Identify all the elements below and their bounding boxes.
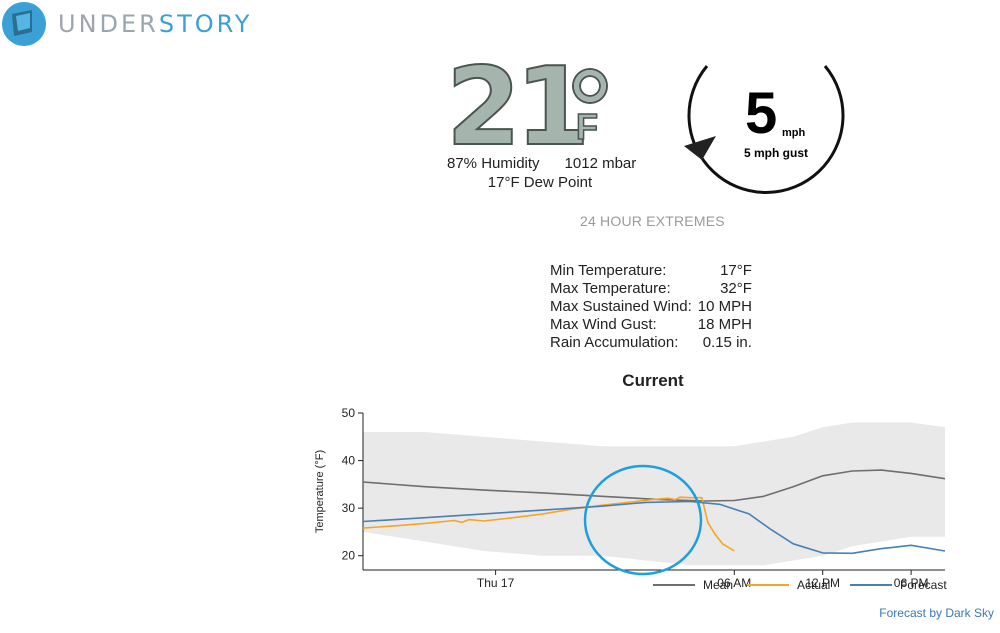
current-conditions: 21 F 87% Humidity 1012 mbar 17°F Dew Poin… bbox=[440, 53, 660, 195]
extremes-table: Min Temperature: 17°F Max Temperature: 3… bbox=[550, 262, 752, 352]
understory-logo[interactable]: UNDERSTORY bbox=[2, 2, 252, 46]
series-line-mean bbox=[362, 469, 946, 502]
x-tick-label: 06 PM bbox=[894, 576, 929, 590]
wind-direction-dial bbox=[684, 65, 845, 194]
extremes-row: Max Sustained Wind: 10 MPH bbox=[550, 298, 752, 316]
wind-direction-arrow-icon bbox=[684, 136, 716, 160]
extremes-row: Rain Accumulation: 0.15 in. bbox=[550, 334, 752, 352]
brand-part-under: UNDER bbox=[58, 10, 159, 38]
extremes-title: 24 HOUR EXTREMES bbox=[580, 213, 725, 229]
extremes-label: Max Temperature: bbox=[550, 280, 671, 297]
extremes-row: Max Wind Gust: 18 MPH bbox=[550, 316, 752, 334]
y-tick-label: 30 bbox=[342, 501, 356, 515]
pressure-value: 1012 mbar bbox=[564, 155, 637, 172]
dew-point-value: 17°F Dew Point bbox=[487, 174, 593, 191]
legend-label-actual: Actual bbox=[797, 578, 830, 592]
temperature-chart: 20 30 40 50 Thu 17 06 AM 12 PM 06 PM Temperature… bbox=[314, 406, 947, 592]
wind-gust-value: 5 mph gust bbox=[744, 146, 809, 160]
extremes-value: 18 MPH bbox=[697, 316, 752, 333]
extremes-label: Max Wind Gust: bbox=[550, 316, 657, 333]
chart-title: Current bbox=[622, 371, 684, 390]
extremes-label: Rain Accumulation: bbox=[550, 334, 679, 351]
series-line-actual bbox=[362, 496, 735, 552]
temperature-value: 21 bbox=[445, 45, 591, 170]
brand-part-story: STORY bbox=[158, 10, 253, 38]
x-tick-label: 12 PM bbox=[805, 576, 840, 590]
extremes-row: Max Temperature: 32°F bbox=[550, 280, 752, 298]
extremes-value: 17°F bbox=[720, 262, 752, 279]
x-tick-label: Thu 17 bbox=[477, 576, 515, 590]
x-tick-label: 06 AM bbox=[717, 576, 751, 590]
extremes-row: Min Temperature: 17°F bbox=[550, 262, 752, 280]
extremes-value: 0.15 in. bbox=[702, 334, 752, 351]
extremes-value: 32°F bbox=[720, 280, 752, 297]
y-tick-label: 20 bbox=[342, 549, 356, 563]
wind-gauge: 5 mph 5 mph gust bbox=[682, 60, 857, 205]
understory-logo-icon bbox=[2, 2, 46, 46]
y-tick-label: 40 bbox=[342, 454, 356, 468]
extremes-label: Max Sustained Wind: bbox=[550, 298, 692, 315]
brand-name: UNDERSTORY bbox=[58, 10, 252, 38]
series-line-forecast bbox=[362, 500, 946, 555]
extremes-label: Min Temperature: bbox=[550, 262, 667, 279]
dark-sky-credit-link[interactable]: Forecast by Dark Sky bbox=[879, 606, 994, 620]
extremes-value: 10 MPH bbox=[697, 298, 752, 315]
humidity-pressure-row: 87% Humidity 1012 mbar bbox=[447, 155, 636, 172]
y-tick-label: 50 bbox=[342, 406, 356, 420]
legend-label-forecast: Forecast bbox=[900, 578, 947, 592]
wind-speed-unit: mph bbox=[782, 127, 806, 139]
range-band bbox=[363, 422, 945, 566]
degree-symbol bbox=[574, 70, 606, 102]
legend-label-mean: Mean bbox=[703, 578, 733, 592]
highlight-circle bbox=[583, 464, 703, 576]
temperature-unit: F bbox=[575, 105, 599, 148]
humidity-value: 87% Humidity bbox=[447, 155, 540, 172]
wind-speed-value: 5 bbox=[745, 81, 778, 146]
y-axis-label: Temperature (°F) bbox=[314, 450, 326, 533]
